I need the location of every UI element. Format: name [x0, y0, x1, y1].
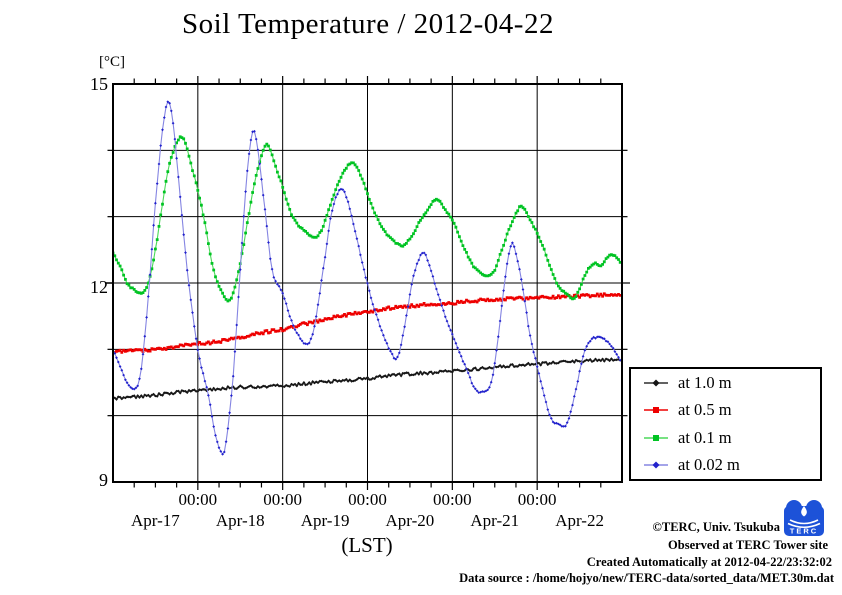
- y-tick-label-15: 15: [90, 74, 108, 94]
- x-day-label: Apr-20: [385, 511, 435, 530]
- legend-marker-icon: [644, 379, 668, 387]
- series-at-1-0-m: [113, 357, 622, 401]
- footer-created-timestamp: Created Automatically at 2012-04-22/23:3…: [586, 555, 832, 569]
- chart-title: Soil Temperature / 2012-04-22: [182, 8, 554, 40]
- x-axis-caption: (LST): [341, 533, 393, 557]
- legend-label: at 0.5 m: [678, 400, 732, 420]
- legend-item: at 0.02 m: [631, 453, 820, 477]
- legend-item: at 0.5 m: [631, 398, 820, 422]
- y-tick-label-12: 12: [90, 277, 108, 297]
- legend-marker-icon: [644, 461, 668, 469]
- series-at-0-5-m: [113, 292, 622, 354]
- x-tick-midnight-label: 00:00: [263, 490, 303, 509]
- x-day-label: Apr-21: [470, 511, 520, 530]
- footer-copyright: ©TERC, Univ. Tsukuba: [652, 520, 780, 534]
- footer-data-source: Data source : /home/hojyo/new/TERC-data/…: [459, 571, 834, 585]
- series-at-0-02-m: [113, 100, 622, 456]
- legend-marker-icon: [644, 407, 668, 414]
- x-tick-midnight-label: 00:00: [517, 490, 557, 509]
- legend-box: at 1.0 m at 0.5 m at 0.1 m at 0.02 m: [629, 367, 822, 481]
- x-day-label: Apr-17: [131, 511, 180, 530]
- x-day-label: Apr-19: [300, 511, 350, 530]
- svg-text:TERC: TERC: [790, 527, 818, 536]
- legend-marker-icon: [644, 434, 668, 441]
- x-tick-midnight-label: 00:00: [432, 490, 472, 509]
- legend-label: at 0.1 m: [678, 427, 732, 447]
- x-day-label: Apr-18: [215, 511, 265, 530]
- legend-item: at 1.0 m: [631, 371, 820, 395]
- legend-label: at 0.02 m: [678, 455, 740, 475]
- y-axis-unit-label: [°C]: [99, 54, 125, 70]
- x-tick-midnight-label: 00:00: [348, 490, 387, 509]
- x-day-label: Apr-22: [555, 511, 604, 530]
- x-tick-midnight-label: 00:00: [178, 490, 218, 509]
- terc-logo-icon: TERC: [784, 500, 824, 536]
- legend-item: at 0.1 m: [631, 426, 820, 450]
- series-at-0-1-m: [113, 135, 622, 303]
- legend-label: at 1.0 m: [678, 372, 732, 392]
- y-tick-label-9: 9: [99, 470, 108, 490]
- footer-observed-site: Observed at TERC Tower site: [668, 538, 828, 552]
